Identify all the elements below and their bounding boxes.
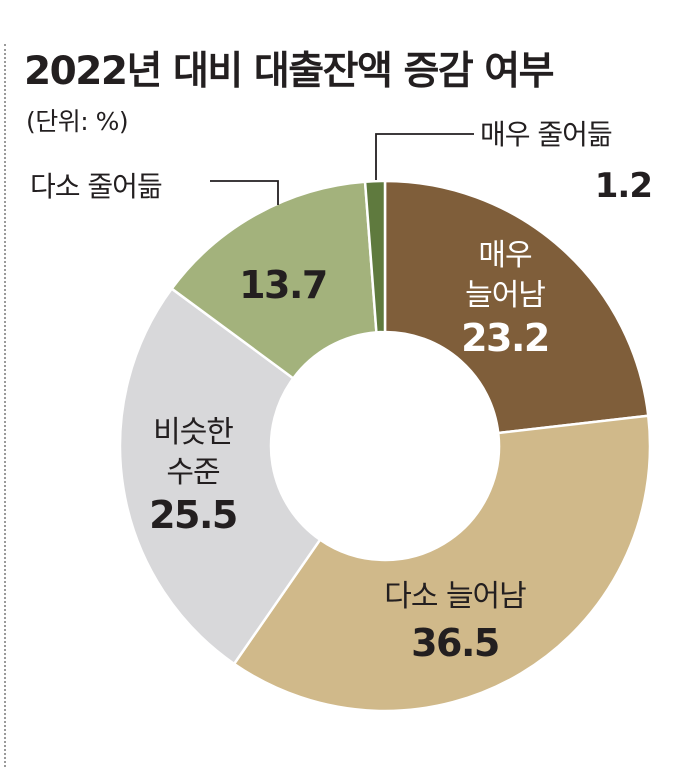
slice-name-다소-늘어남: 다소 늘어남: [384, 579, 526, 614]
slice-비슷한-수준: [118, 286, 322, 666]
slice-value-비슷한-수준: 25.5: [149, 493, 237, 537]
left-dotted-border: [4, 44, 6, 767]
slice-다소-줄어듦: [169, 180, 378, 381]
leader-line-다소-줄어듦: [210, 180, 279, 205]
leader-lines: [210, 133, 474, 205]
slice-name-비슷한-수준-line-2: 수준: [166, 455, 220, 490]
slice-value-매우-줄어듦: 1.2: [595, 166, 652, 206]
slice-name-매우-늘어남-line-2: 늘어남: [465, 278, 545, 313]
slice-name-비슷한-수준-line-1: 비슷한: [153, 415, 233, 450]
slice-value-다소-줄어듦: 13.7: [239, 263, 327, 307]
slice-매우-줄어듦: [363, 179, 387, 334]
donut-slices: [118, 179, 652, 713]
chart-title: 2022년 대비 대출잔액 증감 여부: [24, 49, 555, 94]
slice-name-매우-늘어남-line-1: 매우: [478, 238, 532, 273]
slice-name-매우-줄어듦: 매우 줄어듦: [480, 118, 612, 151]
unit-label: (단위: %): [26, 107, 129, 136]
slice-매우-늘어남: [383, 179, 650, 435]
slice-value-매우-늘어남: 23.2: [461, 316, 549, 360]
slice-name-다소-줄어듦: 다소 줄어듦: [30, 170, 162, 203]
slice-다소-늘어남: [232, 414, 652, 713]
leader-line-매우-줄어듦: [375, 133, 474, 180]
slice-value-다소-늘어남: 36.5: [411, 621, 499, 665]
